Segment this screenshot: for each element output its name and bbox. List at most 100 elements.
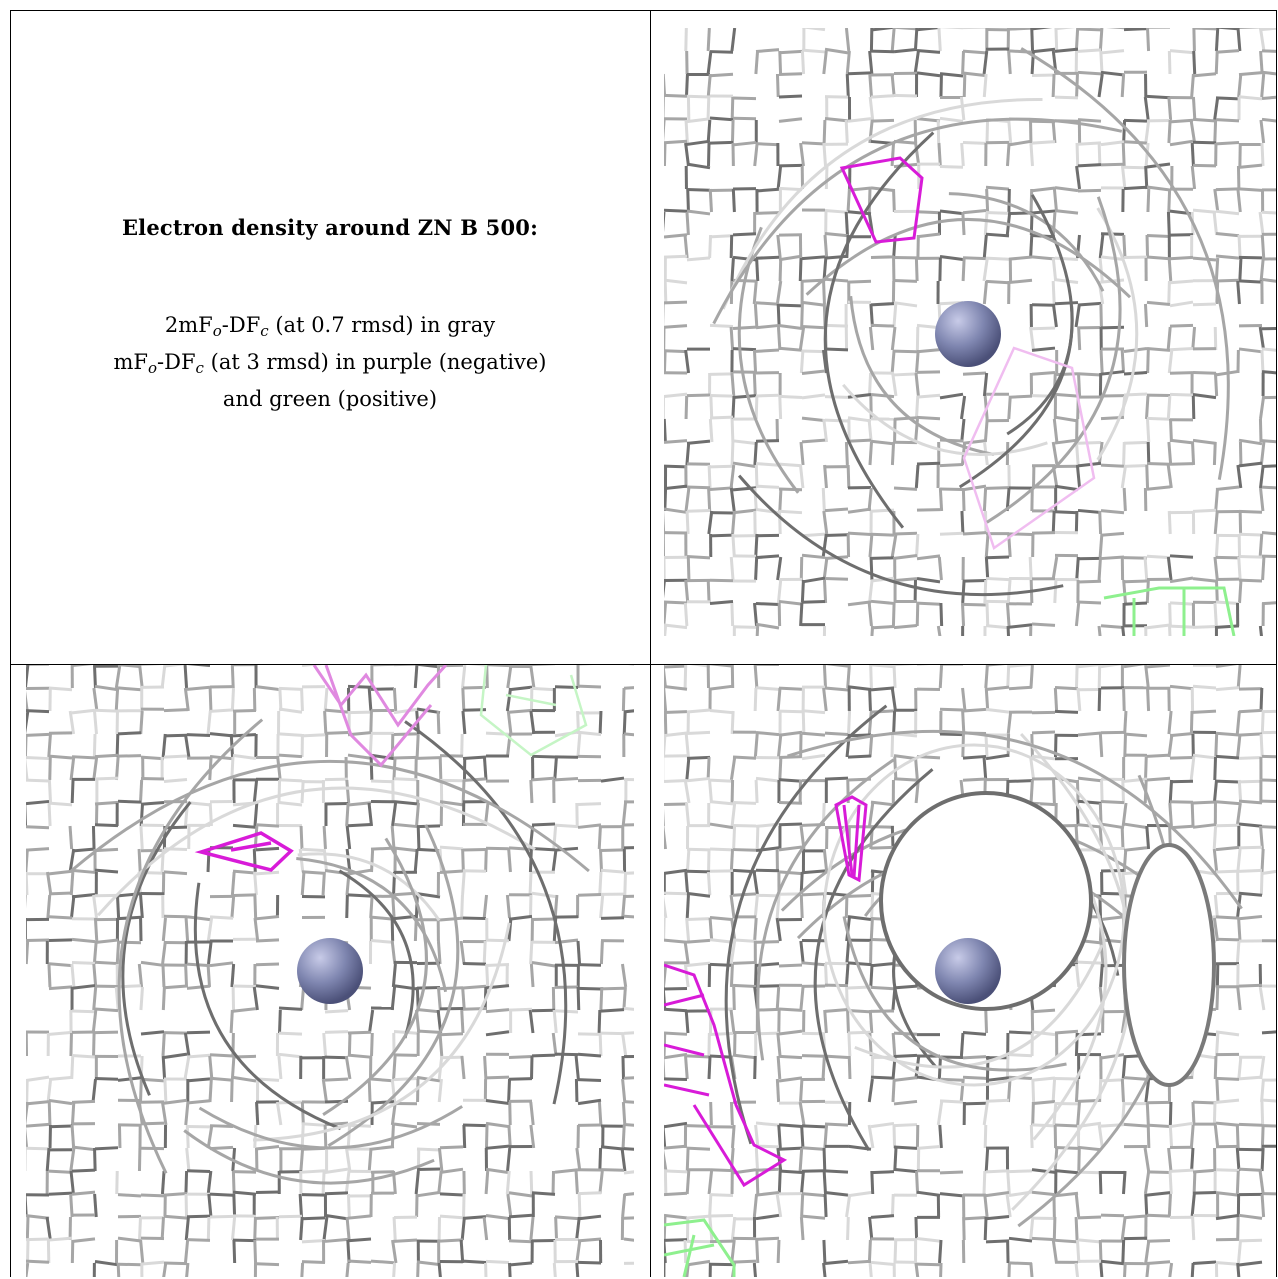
mesh-segment [985,185,1010,191]
mesh-segment [93,1193,98,1218]
mesh-segment [577,684,602,689]
mesh-segment [462,1124,467,1149]
mesh-segment [1052,188,1059,213]
mesh-segment [1122,441,1126,466]
mesh-segment [1167,733,1174,758]
mesh-segment [1215,1260,1240,1266]
mesh-segment [709,72,734,78]
mesh-segment [462,685,487,690]
mesh-segment [26,940,30,965]
mesh-segment [778,1076,803,1083]
mesh-segment [393,755,418,760]
mesh-segment [1191,326,1197,351]
mesh-segment [1261,825,1276,829]
mesh-segment [209,961,234,968]
mesh-segment [755,484,780,489]
mesh-segment [1235,940,1241,965]
mesh-segment [914,1216,919,1241]
mesh-segment [482,940,487,965]
mesh-segment [230,665,235,689]
mesh-segment [1123,463,1148,468]
mesh-segment [253,871,258,896]
mesh-segment [775,894,781,919]
mesh-segment [116,1262,121,1277]
mesh-segment [186,1053,211,1059]
mesh-segment [531,822,556,827]
mesh-segment [753,1055,757,1080]
mesh-segment [1192,1190,1217,1195]
mesh-segment [893,1239,898,1264]
mesh-segment [26,848,29,873]
mesh-segment [393,1077,418,1082]
mesh-segment [709,778,734,783]
mesh-segment [732,825,737,850]
zinc-atom-bottom-left [297,938,363,1004]
mesh-segment [1214,579,1219,604]
mesh-segment [798,1147,804,1172]
mesh-svg-top-right [664,28,1276,636]
mesh-segment [1146,255,1171,261]
mesh-segment [664,986,667,1011]
mesh-segment [1120,73,1126,98]
mesh-segment [577,1237,602,1243]
mesh-segment [232,1190,257,1196]
mesh-segment [685,211,690,236]
mesh-segment [26,825,50,830]
ring-light [822,743,1126,1087]
mesh-segment [253,802,259,827]
mesh-segment [1189,119,1197,144]
mesh-segment [893,301,918,308]
mesh-segment [729,963,734,988]
mesh-segment [1261,485,1276,490]
mesh-segment [686,162,711,170]
mesh-segment [755,1007,780,1012]
mesh-segment [729,556,735,581]
mesh-segment [1261,556,1266,581]
mesh-segment [847,438,872,443]
mesh-segment [870,302,895,307]
mesh-segment [416,1147,441,1152]
mesh-segment [755,348,780,353]
mesh-segment [1192,823,1217,829]
mesh-segment [26,1216,30,1241]
mesh-segment [801,255,826,261]
mesh-segment [778,1146,803,1151]
mesh-segment [71,960,96,965]
mesh-segment [439,1238,464,1243]
mesh-segment [528,894,533,919]
mesh-segment [1190,802,1195,827]
mesh-segment [163,1078,168,1103]
mesh-segment [870,323,895,328]
mesh-segment [1215,686,1240,692]
mesh-segment [1123,822,1148,830]
mesh-segment [278,753,303,759]
mesh-segment [778,963,803,968]
mesh-segment [1192,28,1196,52]
mesh-segment [984,533,990,558]
mesh-segment [709,323,734,328]
mesh-segment [1008,623,1033,629]
mesh-segment [209,1053,234,1058]
mesh-segment [1099,940,1105,965]
mesh-segment [709,464,734,469]
mesh-segment [48,1169,73,1174]
mesh-segment [1077,600,1102,605]
mesh-segment [801,48,826,54]
mesh-segment [1099,349,1104,374]
mesh-segment [138,779,144,804]
mesh-segment [71,868,96,874]
mesh-segment [801,1054,826,1058]
mesh-segment [370,915,395,921]
mesh-segment [575,1147,582,1172]
caption-legend: 2mFo-DFc (at 0.7 rmsd) in gray mFo-DFc (… [114,310,547,415]
mesh-segment [461,665,467,689]
mesh-segment [1008,1261,1033,1266]
mesh-segment [730,802,737,827]
mesh-segment [1214,50,1219,75]
mesh-segment [186,1214,211,1219]
mesh-segment [1120,349,1126,374]
mesh-segment [1074,1262,1080,1277]
ring-outline-bottom-right [822,743,1216,1087]
mesh-segment [1189,1124,1195,1149]
mesh-segment [776,1032,782,1057]
